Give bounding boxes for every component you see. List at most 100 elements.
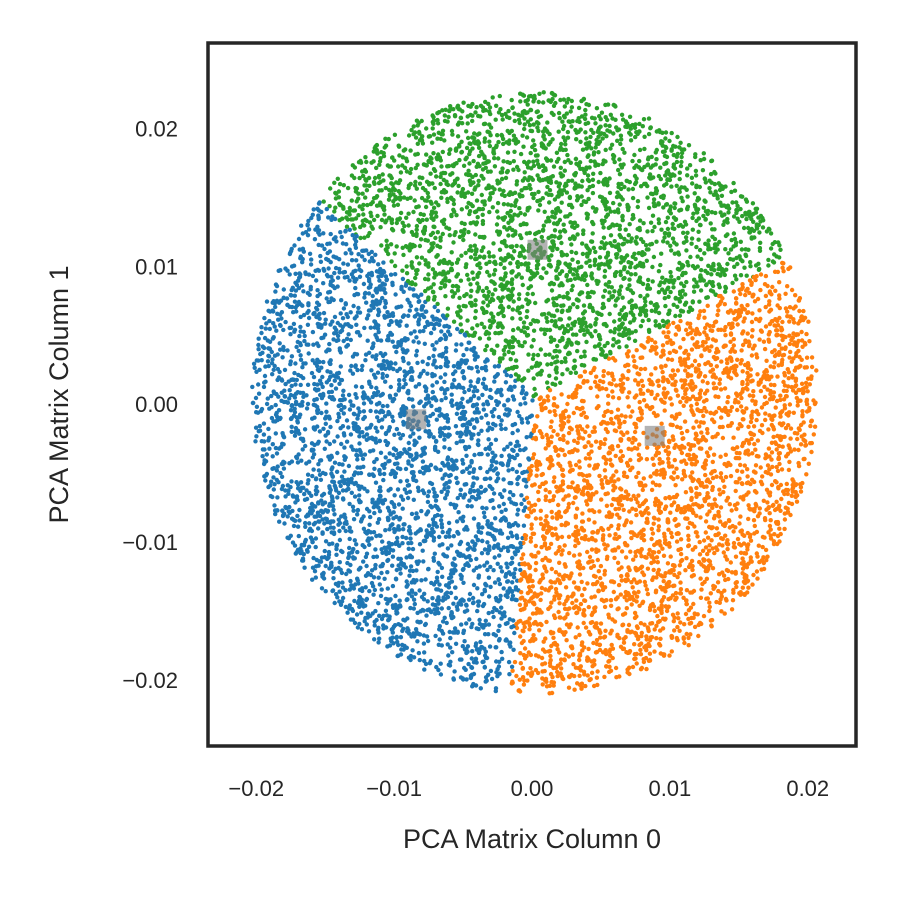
scatter-point: [645, 445, 650, 450]
scatter-point: [773, 288, 778, 293]
scatter-point: [798, 442, 804, 447]
scatter-point: [703, 472, 708, 478]
scatter-point: [627, 277, 632, 282]
scatter-point: [779, 496, 784, 502]
scatter-point: [492, 268, 498, 273]
scatter-point: [503, 380, 509, 385]
scatter-point: [401, 313, 407, 318]
scatter-point: [601, 413, 607, 418]
scatter-point: [750, 409, 755, 414]
scatter-point: [422, 667, 427, 672]
scatter-point: [574, 598, 579, 603]
scatter-point: [645, 388, 651, 393]
scatter-point: [573, 635, 578, 640]
scatter-point: [768, 246, 774, 251]
scatter-point: [430, 126, 435, 131]
scatter-point: [482, 632, 488, 637]
scatter-point: [305, 401, 311, 407]
scatter-point: [766, 446, 772, 451]
scatter-point: [635, 371, 640, 376]
scatter-point: [459, 622, 464, 627]
scatter-point: [497, 553, 502, 558]
scatter-point: [407, 489, 413, 494]
scatter-point: [296, 236, 302, 242]
scatter-point: [352, 236, 357, 241]
scatter-point: [614, 255, 619, 260]
scatter-point: [279, 398, 284, 403]
scatter-point: [806, 461, 811, 466]
scatter-point: [649, 241, 655, 247]
scatter-point: [556, 502, 561, 508]
scatter-point: [756, 267, 762, 272]
scatter-point: [365, 615, 370, 620]
scatter-point: [542, 331, 547, 337]
scatter-point: [366, 629, 372, 634]
scatter-point: [329, 494, 335, 499]
scatter-point: [725, 546, 730, 552]
scatter-point: [372, 175, 378, 181]
scatter-point: [593, 322, 598, 327]
scatter-point: [681, 395, 686, 401]
scatter-point: [591, 308, 596, 314]
scatter-point: [766, 257, 771, 263]
scatter-point: [321, 426, 326, 431]
scatter-point: [747, 393, 752, 398]
scatter-point: [339, 234, 344, 240]
scatter-point: [383, 366, 388, 371]
scatter-point: [350, 504, 356, 509]
scatter-point: [486, 575, 492, 580]
scatter-point: [446, 605, 451, 611]
scatter-point: [385, 644, 390, 649]
scatter-point: [723, 452, 728, 457]
scatter-point: [363, 585, 368, 590]
scatter-point: [434, 340, 439, 345]
scatter-point: [554, 207, 559, 212]
scatter-point: [577, 459, 582, 464]
scatter-point: [310, 212, 315, 217]
scatter-point: [536, 497, 541, 503]
scatter-point: [519, 420, 525, 425]
scatter-point: [620, 381, 626, 386]
scatter-point: [481, 601, 487, 607]
scatter-point: [604, 241, 609, 246]
scatter-point: [376, 418, 382, 424]
scatter-point: [414, 307, 419, 312]
scatter-point: [347, 278, 352, 283]
scatter-point: [593, 625, 598, 630]
scatter-point: [552, 228, 558, 233]
scatter-point: [785, 491, 790, 497]
scatter-point: [705, 345, 710, 350]
scatter-point: [464, 155, 469, 160]
scatter-point: [637, 579, 643, 584]
scatter-point: [814, 368, 819, 373]
scatter-point: [719, 193, 725, 198]
scatter-point: [416, 631, 421, 637]
scatter-point: [310, 473, 315, 479]
scatter-point: [494, 607, 499, 613]
scatter-point: [742, 533, 747, 538]
scatter-point: [362, 295, 367, 300]
scatter-point: [525, 671, 531, 676]
scatter-point: [366, 175, 372, 181]
scatter-point: [353, 285, 358, 291]
scatter-point: [351, 421, 356, 426]
scatter-point: [468, 294, 473, 299]
scatter-point: [553, 570, 559, 575]
scatter-point: [422, 591, 427, 596]
scatter-point: [561, 135, 566, 140]
scatter-point: [522, 108, 527, 114]
scatter-point: [484, 285, 489, 291]
scatter-point: [340, 216, 345, 221]
scatter-point: [406, 361, 411, 366]
scatter-point: [554, 150, 560, 155]
scatter-point: [565, 323, 571, 328]
scatter-point: [634, 614, 639, 619]
scatter-point: [335, 333, 341, 339]
scatter-point: [341, 306, 347, 311]
scatter-point: [492, 187, 497, 192]
scatter-point: [740, 369, 745, 374]
scatter-point: [525, 678, 530, 683]
scatter-point: [599, 346, 604, 352]
scatter-point: [767, 289, 773, 294]
scatter-point: [450, 382, 455, 387]
